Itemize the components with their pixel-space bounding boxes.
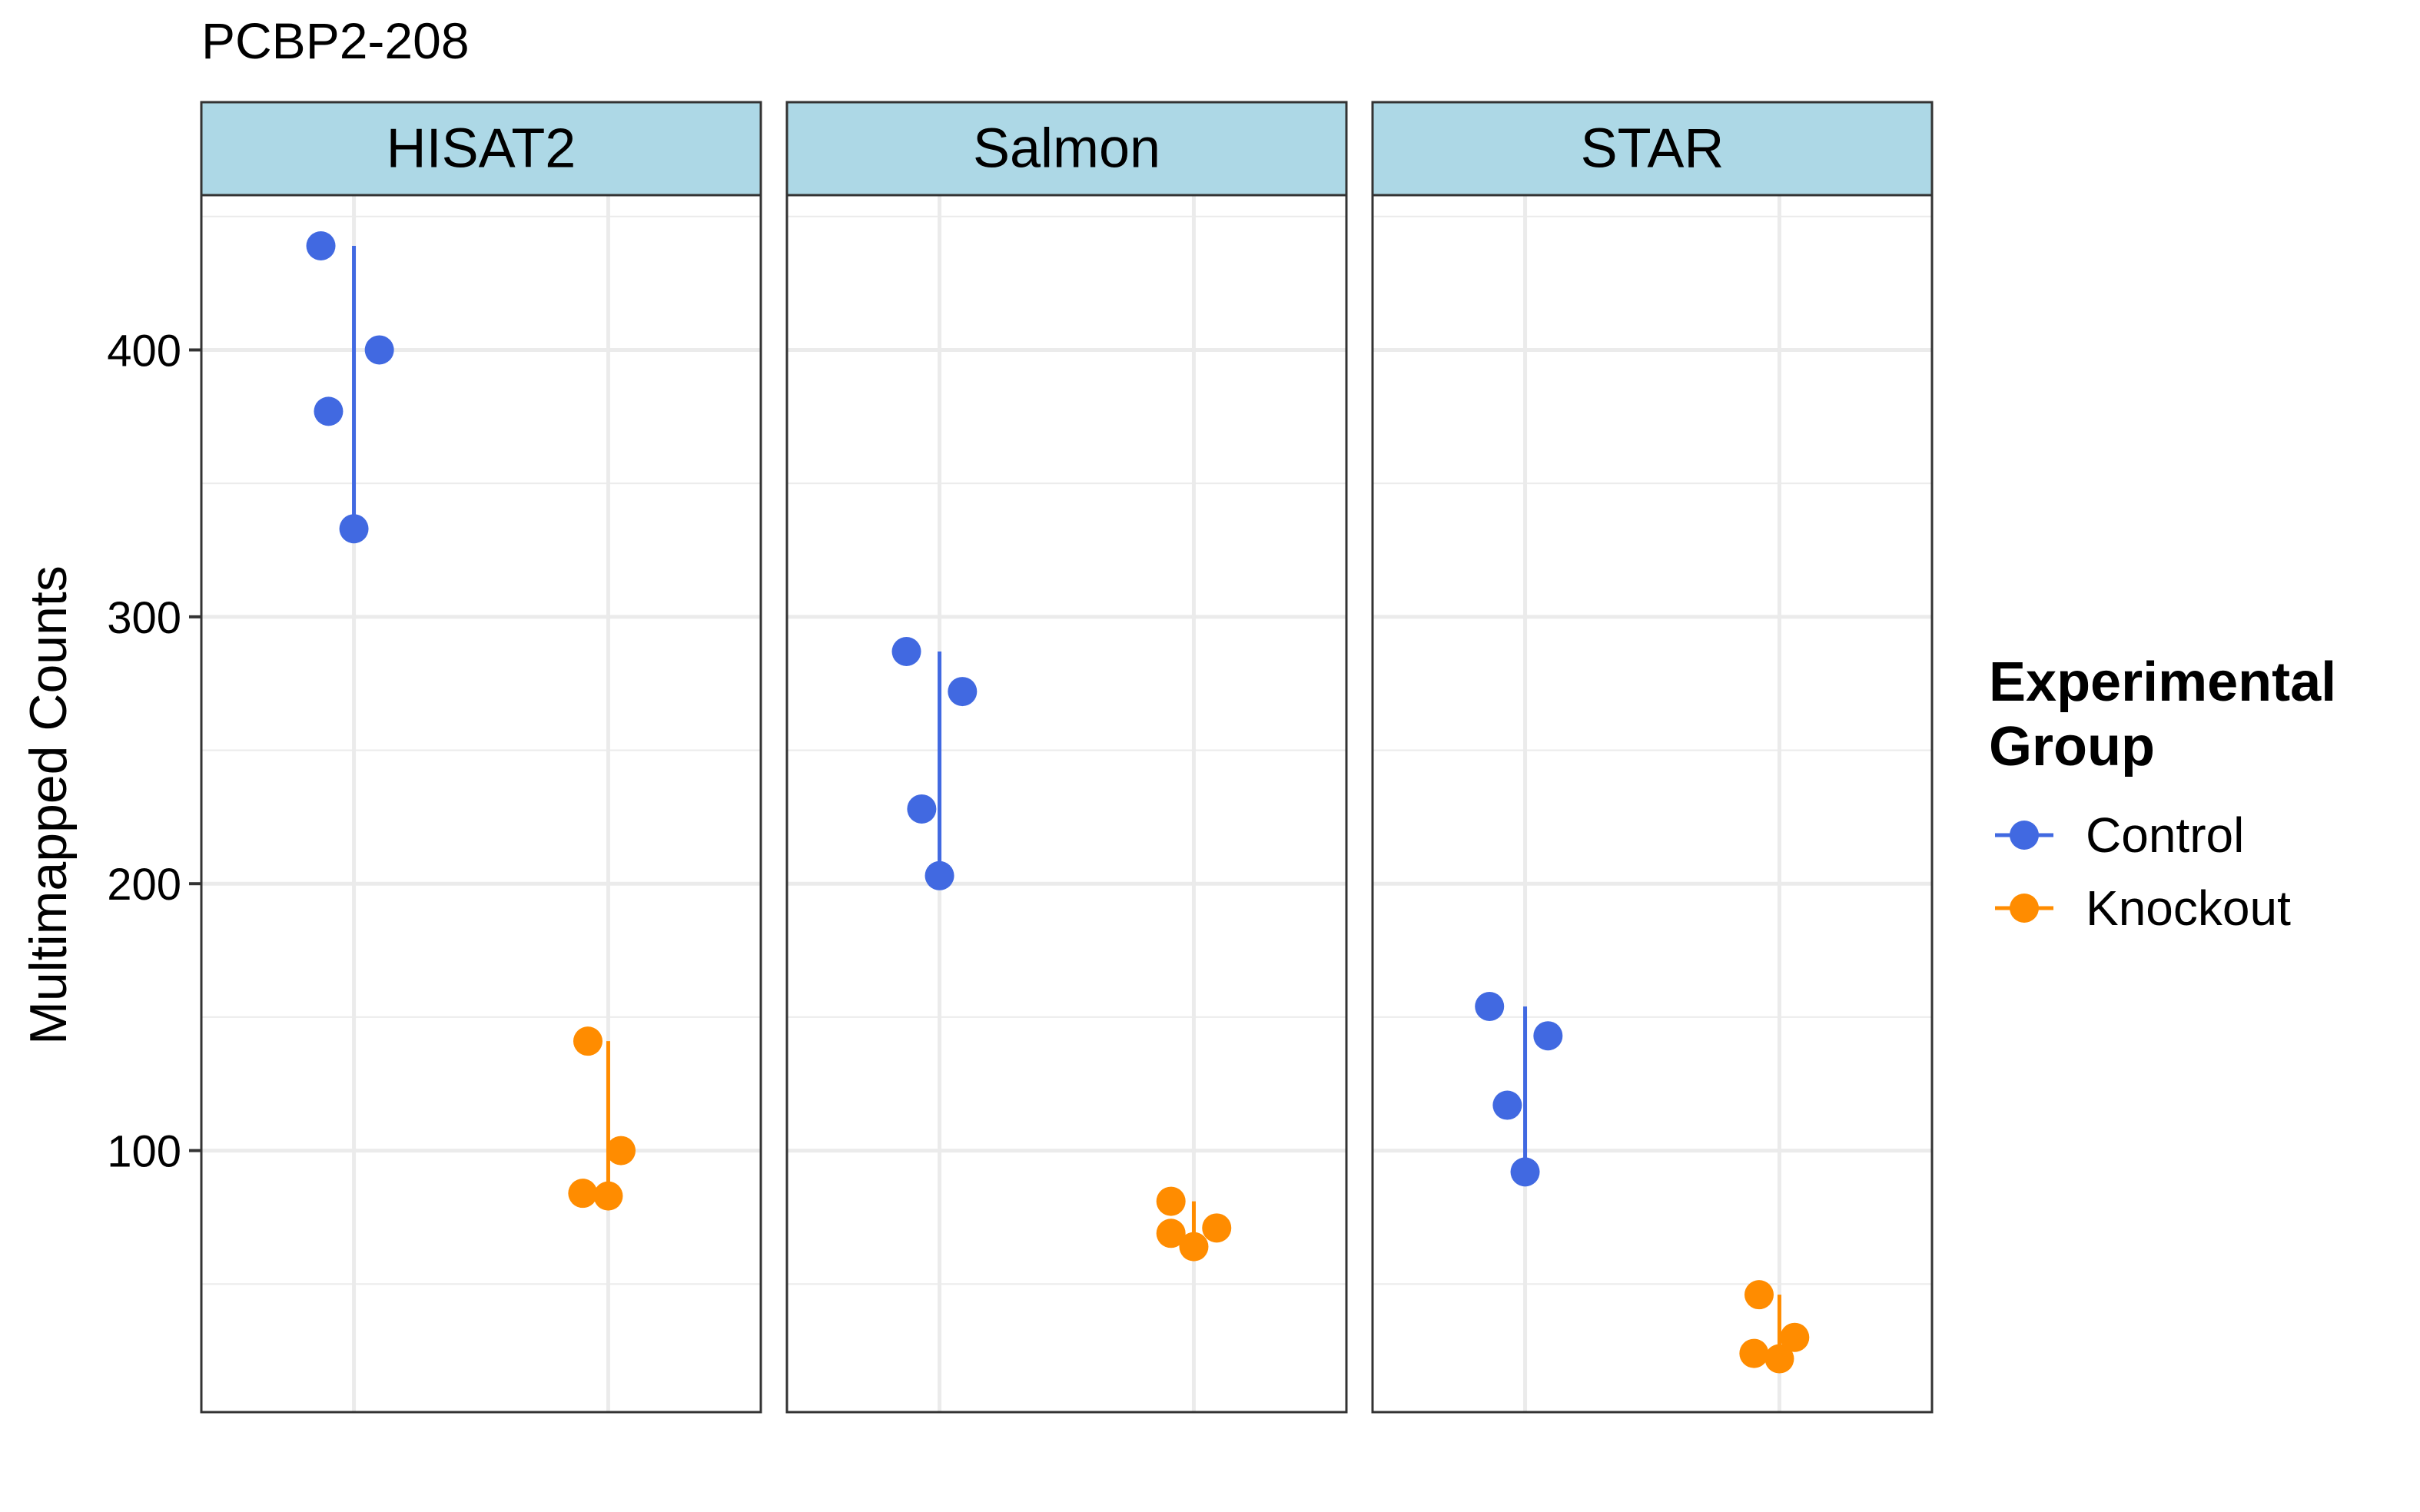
panel-border	[1371, 194, 1934, 1414]
legend-label: Knockout	[2086, 880, 2291, 936]
panel-background	[201, 195, 761, 1412]
facet-panel-star: STAR	[1371, 101, 1934, 1414]
data-point-control	[1510, 1157, 1540, 1187]
y-axis-label: Multimapped Counts	[19, 565, 78, 1045]
facet-strip-label: HISAT2	[387, 118, 576, 180]
data-point-knockout	[1202, 1213, 1232, 1243]
data-point-knockout	[593, 1181, 623, 1211]
facet-strip-label: Salmon	[973, 118, 1160, 180]
facet-strip	[200, 101, 762, 197]
data-point-control	[306, 231, 336, 260]
data-point-control	[907, 794, 937, 824]
data-point-knockout	[1780, 1322, 1810, 1352]
panel-border	[200, 194, 762, 1414]
chart-title: PCBP2-208	[201, 12, 470, 69]
data-point-control	[364, 335, 394, 365]
data-point-knockout	[568, 1179, 598, 1209]
data-point-knockout	[1179, 1232, 1209, 1262]
data-point-control	[891, 637, 921, 666]
facet-panels: HISAT2 Salmon STAR	[200, 101, 1934, 1414]
y-tick-label: 400	[107, 326, 181, 376]
data-point-knockout	[1156, 1219, 1186, 1248]
facet-strip	[1371, 101, 1934, 197]
data-point-control	[1492, 1090, 1522, 1120]
data-point-knockout	[1156, 1186, 1186, 1216]
legend-key-point	[2010, 894, 2039, 923]
data-point-control	[1475, 992, 1505, 1021]
data-point-knockout	[1764, 1344, 1794, 1374]
facet-panel-hisat2: HISAT2	[200, 101, 762, 1414]
data-point-knockout	[1739, 1338, 1769, 1368]
data-point-control	[1533, 1021, 1563, 1051]
data-point-control	[339, 514, 369, 544]
data-point-control	[925, 860, 954, 890]
data-point-knockout	[606, 1136, 636, 1166]
legend-title-line: Group	[1989, 716, 2155, 778]
y-tick-label: 300	[107, 593, 181, 643]
data-point-control	[948, 677, 978, 707]
legend-label: Control	[2086, 807, 2244, 863]
y-tick-label: 200	[107, 860, 181, 910]
panel-background	[787, 195, 1346, 1412]
legend-title-line: Experimental	[1989, 652, 2336, 713]
panel-background	[1373, 195, 1932, 1412]
y-tick-label: 100	[107, 1127, 181, 1177]
data-point-knockout	[1744, 1280, 1774, 1310]
facet-strip-label: STAR	[1581, 118, 1725, 180]
facet-panel-salmon: Salmon	[785, 101, 1348, 1414]
y-axis: 100 200 300 400	[107, 326, 201, 1177]
panel-border	[785, 194, 1348, 1414]
legend-key-point	[2010, 821, 2039, 850]
data-point-control	[314, 396, 344, 426]
data-point-knockout	[573, 1026, 603, 1056]
